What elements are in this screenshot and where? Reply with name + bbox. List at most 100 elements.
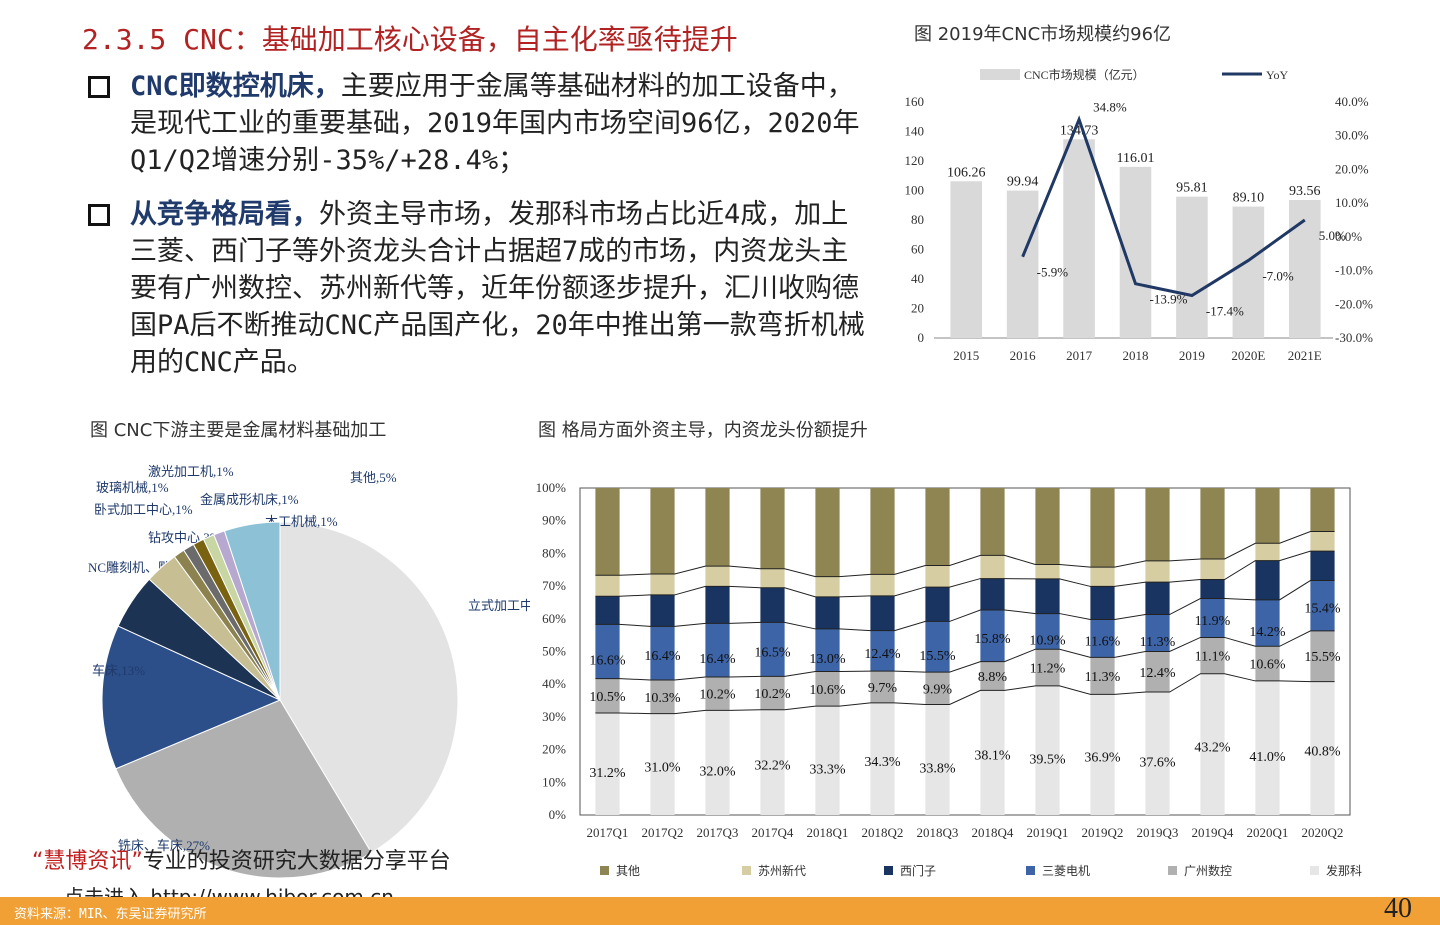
market-share-chart: 0% 10% 20% 30% 40% 50% 60% 70% 80% 90% 100% 31.2% 31… bbox=[536, 480, 1362, 878]
bar-value-label: 134.73 bbox=[1060, 123, 1099, 138]
stack-segment bbox=[870, 574, 895, 596]
yoy-value-label: -13.9% bbox=[1150, 292, 1188, 307]
bar bbox=[1176, 196, 1208, 338]
segment-value-label: 36.9% bbox=[1084, 751, 1121, 766]
series-connector bbox=[595, 673, 1335, 715]
stack-segment bbox=[925, 587, 950, 622]
stack-segment bbox=[650, 679, 675, 714]
stack-segment bbox=[650, 488, 675, 575]
segment-value-label: 33.3% bbox=[809, 763, 846, 778]
segment-value-label: 33.8% bbox=[919, 762, 956, 777]
stack-segment bbox=[1200, 598, 1225, 638]
x-tick-label: 2019Q3 bbox=[1137, 825, 1179, 840]
y2-tick-label: 30.0% bbox=[1335, 128, 1369, 143]
legend-swatch bbox=[1310, 866, 1319, 875]
yoy-line bbox=[1021, 115, 1306, 298]
segment-value-label: 10.5% bbox=[589, 690, 626, 705]
x-tick-label: 2017Q4 bbox=[752, 825, 794, 840]
footer-bar: 资料来源：MIR、东吴证券研究所 40 bbox=[0, 893, 1440, 925]
stack-segment bbox=[980, 661, 1005, 691]
stack-segment bbox=[980, 488, 1005, 556]
legend-label: CNC市场规模（亿元） bbox=[1024, 67, 1145, 82]
stack-segment bbox=[1145, 560, 1170, 583]
stack-segment bbox=[595, 712, 620, 815]
stack-segment bbox=[1310, 531, 1335, 552]
bullet-competition: 从竞争格局看，外资主导市场，发那科市场占比近4成，加上三菱、西门子等外资龙头合计… bbox=[88, 196, 868, 382]
x-tick-label: 2021E bbox=[1288, 348, 1322, 363]
y-tick-label: 30% bbox=[542, 709, 566, 724]
bar bbox=[1006, 190, 1039, 338]
pie-label: 铣床、车床,27% bbox=[118, 838, 210, 853]
y-tick-label: 100% bbox=[536, 480, 567, 495]
y-tick-label: 50% bbox=[542, 644, 566, 659]
segment-value-label: 12.4% bbox=[864, 647, 901, 662]
segment-value-label: 11.1% bbox=[1195, 650, 1231, 665]
segment-value-label: 14.2% bbox=[1249, 625, 1286, 640]
stack-segment bbox=[980, 690, 1005, 815]
bullet-highlight: 从竞争格局看， bbox=[130, 199, 319, 230]
y2-tick-label: 40.0% bbox=[1335, 94, 1369, 109]
bullet-cnc-definition: CNC即数控机床，主要应用于金属等基础材料的加工设备中，是现代工业的重要基础，2… bbox=[88, 68, 868, 180]
stack-segment bbox=[1255, 488, 1280, 544]
y2-tick-label: 10.0% bbox=[1335, 195, 1369, 210]
stack-segment bbox=[925, 672, 950, 705]
market-size-chart: CNC市场规模（亿元） YoY 0 20 40 60 80 100 120 140 160 -30.0… bbox=[905, 67, 1374, 363]
stack-segment bbox=[705, 623, 730, 678]
y-tick-label: 0 bbox=[918, 330, 925, 345]
stack-segment bbox=[1200, 637, 1225, 674]
segment-value-label: 32.2% bbox=[754, 758, 791, 773]
stack-segment bbox=[1145, 582, 1170, 615]
stack-segment bbox=[650, 574, 675, 595]
x-tick-label: 2016 bbox=[1010, 348, 1037, 363]
y-tick-label: 0% bbox=[549, 807, 567, 822]
yoy-value-label: -7.0% bbox=[1262, 268, 1294, 283]
stack-segment bbox=[1035, 649, 1060, 686]
y2-tick-label: -30.0% bbox=[1335, 330, 1373, 345]
bullet-text: 外资主导市场，发那科市场占比近4成，加上三菱、西门子等外资龙头合计占据超7成的市… bbox=[130, 199, 865, 378]
stack-segment bbox=[1145, 614, 1170, 652]
y2-tick-label: 20.0% bbox=[1335, 161, 1369, 176]
y-tick-label: 60% bbox=[542, 611, 566, 626]
y-tick-label: 20% bbox=[542, 742, 566, 757]
x-tick-label: 2017Q3 bbox=[697, 825, 739, 840]
stack-segment bbox=[1035, 685, 1060, 815]
pie-label: 金属成形机床,1% bbox=[200, 492, 299, 507]
y-tick-label: 60 bbox=[911, 242, 924, 257]
stack-segment bbox=[1090, 586, 1115, 620]
stack-segment bbox=[1090, 657, 1115, 695]
segment-value-label: 31.0% bbox=[644, 760, 681, 775]
bullet-highlight: CNC即数控机床， bbox=[130, 71, 341, 102]
stack-segment bbox=[1310, 630, 1335, 682]
x-tick-label: 2019Q4 bbox=[1192, 825, 1234, 840]
watermark: “慧博资讯”专业的投资研究大数据分享平台 bbox=[32, 849, 451, 874]
stack-segment bbox=[1200, 488, 1225, 559]
stack-segment bbox=[1200, 579, 1225, 599]
pie-label: 激光加工机,1% bbox=[148, 464, 234, 479]
x-tick-label: 2019 bbox=[1179, 348, 1205, 363]
segment-value-label: 15.5% bbox=[1304, 650, 1341, 665]
legend-swatch bbox=[1026, 866, 1035, 875]
stack-segment bbox=[980, 578, 1005, 610]
legend-swatch bbox=[600, 866, 609, 875]
stack-segment bbox=[1035, 613, 1060, 650]
stack-segment bbox=[760, 622, 785, 677]
stack-segment bbox=[870, 595, 895, 631]
stack-segment bbox=[705, 677, 730, 711]
bar bbox=[1063, 139, 1095, 338]
segment-value-label: 31.2% bbox=[589, 766, 626, 781]
segment-value-label: 38.1% bbox=[974, 749, 1011, 764]
y2-tick-label: -10.0% bbox=[1335, 263, 1373, 278]
legend-swatch bbox=[1168, 866, 1177, 875]
square-bullet-icon bbox=[88, 204, 110, 226]
bar-value-label: 99.94 bbox=[1007, 175, 1039, 190]
stack-segment bbox=[925, 704, 950, 815]
stack-segment bbox=[815, 488, 840, 577]
pie-label: 玻璃机械,1% bbox=[96, 480, 169, 495]
stack-segment bbox=[925, 621, 950, 673]
x-tick-label: 2018Q3 bbox=[917, 825, 959, 840]
x-tick-label: 2020Q1 bbox=[1247, 825, 1289, 840]
segment-value-label: 15.4% bbox=[1304, 602, 1341, 617]
y-tick-label: 10% bbox=[542, 774, 566, 789]
stack-segment bbox=[1145, 692, 1170, 815]
bar-value-label: 95.81 bbox=[1176, 181, 1208, 196]
